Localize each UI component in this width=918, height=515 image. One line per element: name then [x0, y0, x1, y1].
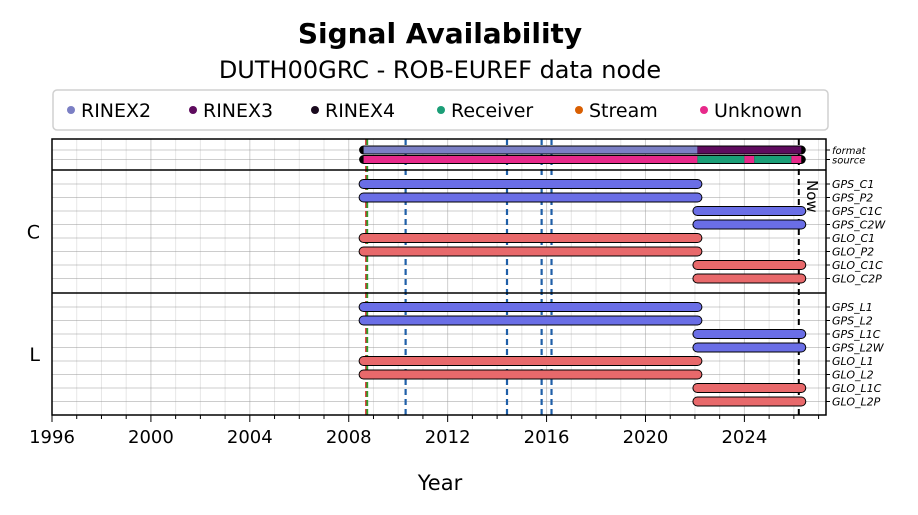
legend-marker-receiver: [437, 106, 445, 114]
row-label-gps_l2: GPS_L2: [832, 315, 873, 328]
chart-subtitle: DUTH00GRC - ROB-EUREF data node: [219, 56, 661, 84]
row-label-gps_c1c: GPS_C1C: [832, 205, 882, 218]
row-label-gps_l2w: GPS_L2W: [832, 342, 885, 355]
legend-label-stream: Stream: [589, 100, 658, 122]
group-label-l: L: [29, 344, 40, 366]
x-tick-label: 2004: [227, 427, 273, 448]
grid: [51, 139, 820, 415]
row-label-format: format: [832, 146, 867, 157]
row-label-gps_p2: GPS_P2: [832, 192, 873, 205]
x-tick-label: 2016: [524, 427, 570, 448]
x-tick-label: 2000: [128, 427, 174, 448]
group-labels: CL: [27, 222, 41, 367]
legend-marker-rinex2: [67, 106, 75, 114]
chart-title: Signal Availability: [298, 17, 582, 50]
row-label-gps_l1c: GPS_L1C: [832, 328, 881, 341]
x-tick-label: 2012: [425, 427, 471, 448]
x-axis: 1996 2000 2004 2008 2012 2016 2020 2024: [29, 415, 820, 448]
row-label-gps_l1: GPS_L1: [832, 301, 873, 314]
row-label-glo_l1: GLO_L1: [832, 355, 874, 368]
row-label-source: source: [832, 156, 865, 167]
legend-marker-stream: [575, 106, 583, 114]
x-tick-label: 1996: [29, 427, 75, 448]
x-tick-label: 2020: [623, 427, 669, 448]
row-label-glo_c1: GLO_C1: [832, 232, 875, 245]
x-tick-label: 2024: [721, 427, 767, 448]
group-label-c: C: [27, 222, 40, 244]
row-label-glo_p2: GLO_P2: [832, 246, 874, 259]
frame: [51, 138, 827, 416]
legend-label-receiver: Receiver: [451, 100, 533, 122]
row-labels: formatsourceGPS_C1GPS_P2GPS_C1CGPS_C2WGL…: [826, 146, 886, 409]
legend-marker-rinex3: [189, 106, 197, 114]
x-axis-label: Year: [417, 471, 463, 495]
legend-label-rinex3: RINEX3: [203, 100, 273, 122]
row-label-glo_c2p: GLO_C2P: [832, 273, 882, 286]
plot-frame: [51, 138, 827, 416]
legend: RINEX2 RINEX3 RINEX4 Receiver Stream Unknown: [52, 89, 829, 131]
row-label-glo_l1c: GLO_L1C: [832, 382, 882, 395]
legend-marker-unknown: [700, 106, 708, 114]
x-tick-label: 2008: [326, 427, 372, 448]
legend-label-rinex2: RINEX2: [81, 100, 151, 122]
bars: [358, 145, 807, 407]
legend-label-rinex4: RINEX4: [325, 100, 395, 122]
now-label: Now: [803, 180, 821, 213]
row-label-gps_c2w: GPS_C2W: [832, 219, 886, 232]
legend-marker-rinex4: [311, 106, 319, 114]
row-label-gps_c1: GPS_C1: [832, 178, 874, 191]
row-label-glo_l2: GLO_L2: [832, 369, 874, 382]
row-label-glo_l2p: GLO_L2P: [832, 396, 881, 409]
row-label-glo_c1c: GLO_C1C: [832, 259, 883, 272]
legend-label-unknown: Unknown: [714, 100, 802, 122]
